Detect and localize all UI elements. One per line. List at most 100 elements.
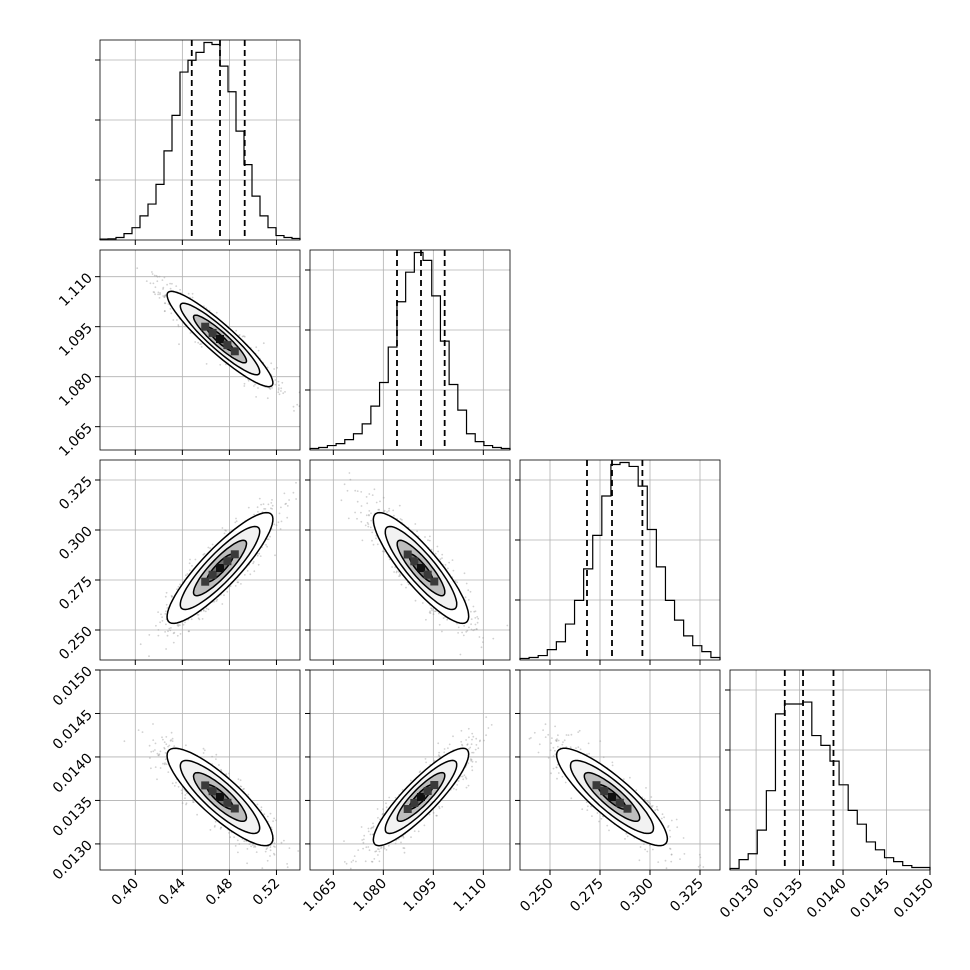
sample-point — [179, 583, 181, 586]
sample-point — [429, 612, 432, 614]
sample-point — [213, 600, 216, 603]
sample-point — [246, 862, 249, 865]
sample-point — [431, 608, 433, 610]
sample-point — [391, 566, 393, 568]
panel-content — [123, 723, 300, 879]
sample-point — [254, 845, 256, 847]
sample-point — [196, 613, 199, 616]
sample-point — [191, 296, 194, 299]
sample-point — [283, 839, 285, 842]
sample-point — [304, 483, 306, 485]
sample-point — [361, 539, 364, 542]
sample-point — [171, 782, 174, 785]
sample-point — [253, 385, 255, 387]
sample-point — [164, 302, 167, 305]
sample-point — [159, 293, 161, 296]
sample-point — [256, 803, 259, 806]
sample-point — [269, 535, 271, 538]
sample-point — [432, 613, 435, 616]
density-cell — [208, 570, 217, 579]
sample-point — [159, 767, 162, 769]
sample-point — [447, 747, 449, 749]
sample-point — [165, 743, 168, 746]
sample-point — [269, 812, 272, 815]
sample-point — [187, 630, 190, 633]
sample-point — [162, 738, 164, 741]
sample-point — [220, 768, 223, 771]
sample-point — [472, 629, 475, 632]
sample-point — [186, 573, 189, 575]
sample-point — [288, 499, 290, 501]
sample-point — [297, 850, 300, 852]
sample-point — [446, 618, 448, 621]
sample-point — [383, 509, 386, 512]
sample-point — [463, 625, 465, 627]
sample-point — [288, 877, 290, 879]
sample-point — [366, 502, 369, 505]
sample-point — [191, 799, 194, 802]
sample-point — [255, 346, 258, 349]
sample-point — [295, 498, 297, 500]
sample-point — [214, 820, 217, 823]
density-cell — [230, 347, 239, 356]
sample-point — [154, 286, 157, 289]
sample-point — [388, 558, 391, 561]
sample-point — [169, 629, 172, 632]
sample-point — [401, 519, 403, 521]
sample-point — [492, 637, 495, 640]
sample-point — [264, 508, 267, 510]
sample-point — [425, 618, 427, 621]
sample-point — [371, 833, 374, 836]
sample-point — [370, 512, 372, 515]
sample-point — [271, 387, 273, 389]
sample-point — [360, 511, 362, 514]
sample-point — [213, 826, 216, 828]
sample-point — [375, 537, 377, 540]
sample-point — [221, 603, 224, 605]
sample-point — [266, 397, 269, 400]
sample-point — [394, 842, 397, 845]
sample-point — [444, 564, 447, 566]
sample-point — [184, 797, 186, 800]
sample-point — [156, 752, 159, 755]
sample-point — [158, 754, 160, 757]
sample-point — [356, 517, 358, 520]
sample-point — [177, 585, 180, 588]
sample-point — [398, 575, 400, 578]
sample-point — [233, 836, 236, 838]
sample-point — [167, 771, 170, 773]
sample-point — [388, 510, 390, 512]
sample-point — [405, 586, 407, 589]
sample-point — [349, 478, 352, 481]
sample-point — [163, 763, 166, 766]
sample-point — [238, 334, 241, 336]
sample-point — [157, 291, 160, 294]
sample-point — [157, 293, 160, 296]
panel-content — [139, 481, 306, 658]
sample-point — [209, 547, 212, 549]
density-cell — [430, 577, 439, 586]
sample-point — [461, 743, 463, 746]
sample-point — [368, 510, 371, 512]
sample-point — [472, 735, 475, 738]
sample-point — [223, 532, 226, 535]
sample-point — [185, 744, 187, 747]
sample-point — [280, 841, 283, 844]
sample-point — [151, 273, 154, 275]
sample-point — [158, 297, 161, 299]
sample-point — [190, 618, 193, 621]
sample-point — [386, 511, 388, 513]
sample-point — [274, 383, 277, 386]
sample-point — [368, 514, 370, 517]
sample-point — [149, 282, 152, 285]
sample-point — [448, 561, 450, 564]
sample-point — [277, 387, 280, 389]
scatter-panel-4-1 — [99, 669, 301, 879]
sample-point — [170, 731, 173, 734]
sample-point — [250, 845, 253, 848]
density-cell — [208, 328, 217, 337]
sample-point — [150, 750, 153, 753]
sample-point — [428, 611, 431, 614]
sample-point — [166, 634, 169, 637]
sample-point — [258, 497, 261, 500]
